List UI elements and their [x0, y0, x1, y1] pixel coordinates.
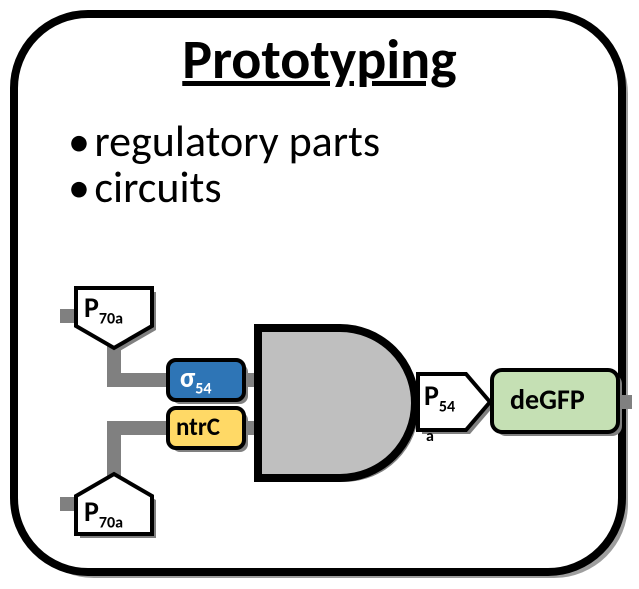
bullet-2: •circuits — [68, 164, 380, 210]
p54-P: P — [424, 378, 439, 413]
p54-sub: 54 — [439, 398, 455, 417]
p70a-top-label: P70a — [84, 290, 123, 329]
sigma54-sigma: σ — [180, 360, 195, 395]
title: Prototyping — [0, 26, 639, 94]
and-gate — [258, 328, 415, 478]
p70a-bottom-label: P70a — [84, 494, 123, 533]
bullets: •regulatory parts •circuits — [68, 118, 380, 210]
ntrc-label: ntrC — [176, 411, 220, 442]
p54-label: P54 — [424, 378, 455, 417]
bullet-2-text: circuits — [94, 160, 221, 214]
p70a-bottom-sub: 70a — [99, 514, 123, 533]
bullet-1: •regulatory parts — [68, 118, 380, 164]
p70a-bottom-P: P — [84, 494, 99, 529]
sigma54-label: σ54 — [180, 360, 211, 399]
degfp-label: deGFP — [510, 382, 585, 417]
p70a-top-P: P — [84, 290, 99, 325]
p54-a-label: a — [426, 427, 434, 446]
card: Prototyping •regulatory parts •circuits … — [0, 0, 639, 589]
sigma54-sub: 54 — [195, 380, 211, 399]
p70a-top-sub: 70a — [99, 310, 123, 329]
